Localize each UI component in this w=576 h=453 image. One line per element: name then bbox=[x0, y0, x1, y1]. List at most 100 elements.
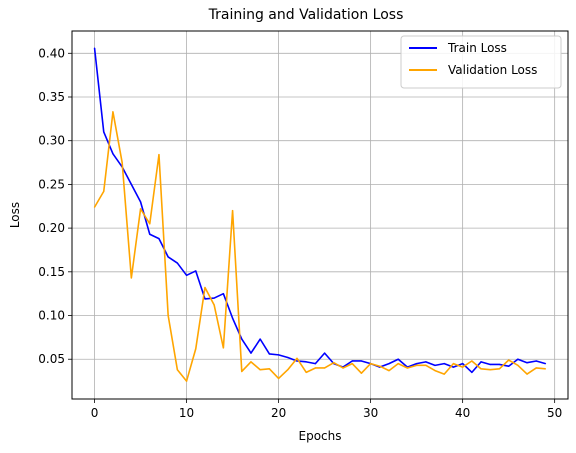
data-point-validation-loss bbox=[222, 347, 224, 349]
data-point-train-loss bbox=[93, 47, 96, 49]
data-point-train-loss bbox=[103, 131, 105, 133]
data-point-train-loss bbox=[222, 293, 224, 295]
data-point-train-loss bbox=[360, 360, 363, 362]
data-point-train-loss bbox=[416, 362, 418, 365]
data-point-validation-loss bbox=[139, 208, 142, 210]
series-points-validation-loss bbox=[93, 111, 547, 382]
data-point-validation-loss bbox=[498, 368, 501, 370]
data-point-train-loss bbox=[195, 270, 197, 272]
data-point-validation-loss bbox=[434, 369, 436, 372]
data-point-validation-loss bbox=[452, 362, 455, 365]
data-point-train-loss bbox=[324, 352, 326, 354]
data-point-train-loss bbox=[489, 363, 491, 366]
series-line-train-loss bbox=[93, 47, 546, 374]
y-tick-label: 0.15 bbox=[38, 265, 65, 279]
data-point-validation-loss bbox=[287, 369, 289, 371]
data-point-train-loss bbox=[425, 361, 427, 363]
data-point-validation-loss bbox=[508, 359, 510, 361]
data-point-validation-loss bbox=[397, 362, 399, 365]
y-tick-label: 0.35 bbox=[38, 90, 65, 104]
data-point-validation-loss bbox=[379, 365, 381, 367]
data-point-train-loss bbox=[498, 363, 501, 366]
data-point-validation-loss bbox=[93, 206, 96, 208]
legend-label-train-loss: Train Loss bbox=[447, 41, 507, 55]
data-point-train-loss bbox=[112, 153, 114, 155]
data-point-train-loss bbox=[508, 365, 510, 367]
data-point-validation-loss bbox=[195, 348, 197, 350]
data-point-validation-loss bbox=[370, 362, 372, 365]
data-point-validation-loss bbox=[112, 111, 114, 113]
data-point-validation-loss bbox=[296, 357, 298, 359]
legend-label-validation-loss: Validation Loss bbox=[448, 63, 537, 77]
data-point-validation-loss bbox=[480, 368, 482, 370]
data-point-validation-loss bbox=[443, 373, 445, 375]
data-point-train-loss bbox=[314, 362, 316, 365]
legend: Train Loss Validation Loss bbox=[400, 35, 562, 89]
data-point-validation-loss bbox=[130, 277, 132, 279]
data-point-train-loss bbox=[139, 201, 142, 203]
data-point-validation-loss bbox=[535, 367, 537, 369]
data-point-validation-loss bbox=[213, 304, 215, 306]
data-point-validation-loss bbox=[489, 369, 491, 371]
data-point-validation-loss bbox=[158, 154, 160, 156]
plot-frame bbox=[71, 30, 569, 400]
data-point-validation-loss bbox=[360, 372, 363, 374]
data-point-train-loss bbox=[130, 183, 132, 186]
series-line-validation-loss bbox=[93, 111, 546, 382]
data-point-train-loss bbox=[268, 353, 270, 355]
y-axis-label: Loss bbox=[8, 202, 22, 228]
data-point-validation-loss bbox=[342, 367, 344, 369]
x-tick-label: 30 bbox=[363, 406, 378, 420]
y-tick-label: 0.05 bbox=[38, 352, 65, 366]
data-point-validation-loss bbox=[277, 377, 280, 380]
data-point-train-loss bbox=[452, 366, 455, 368]
y-tick-label: 0.40 bbox=[38, 46, 65, 60]
data-point-train-loss bbox=[397, 358, 399, 360]
data-point-validation-loss bbox=[406, 367, 409, 369]
data-point-train-loss bbox=[305, 361, 307, 363]
data-point-validation-loss bbox=[526, 373, 528, 375]
data-point-validation-loss bbox=[250, 361, 252, 363]
data-point-validation-loss bbox=[416, 364, 418, 366]
data-point-train-loss bbox=[517, 358, 519, 360]
axis-ticks: 0 10 20 30 40 50 0.05 0.10 0.15 0.20 0.25 0.30 0.35 0… bbox=[38, 46, 562, 420]
data-point-validation-loss bbox=[103, 190, 105, 192]
x-tick-label: 0 bbox=[91, 406, 99, 420]
data-point-train-loss bbox=[250, 352, 252, 354]
data-point-train-loss bbox=[204, 298, 206, 300]
data-point-validation-loss bbox=[167, 314, 169, 317]
data-point-validation-loss bbox=[517, 364, 519, 366]
data-point-train-loss bbox=[231, 317, 234, 319]
series-layer bbox=[93, 47, 547, 382]
data-point-train-loss bbox=[167, 256, 169, 258]
x-axis-label: Epochs bbox=[299, 429, 342, 443]
data-point-validation-loss bbox=[544, 368, 547, 370]
y-tick-label: 0.30 bbox=[38, 134, 65, 148]
data-point-train-loss bbox=[259, 338, 261, 340]
data-point-validation-loss bbox=[259, 369, 261, 371]
data-point-train-loss bbox=[388, 362, 390, 365]
data-point-validation-loss bbox=[176, 369, 178, 371]
data-point-train-loss bbox=[185, 274, 188, 276]
x-tick-label: 50 bbox=[547, 406, 562, 420]
data-point-validation-loss bbox=[231, 210, 234, 212]
data-point-train-loss bbox=[287, 356, 289, 359]
data-point-train-loss bbox=[176, 262, 178, 264]
x-tick-label: 40 bbox=[455, 406, 470, 420]
data-point-train-loss bbox=[149, 233, 151, 235]
data-point-train-loss bbox=[351, 360, 353, 362]
y-tick-label: 0.10 bbox=[38, 309, 65, 323]
data-point-validation-loss bbox=[333, 362, 335, 364]
data-point-validation-loss bbox=[149, 223, 151, 225]
data-point-validation-loss bbox=[204, 286, 206, 289]
data-point-validation-loss bbox=[305, 371, 307, 373]
data-point-train-loss bbox=[471, 371, 473, 373]
data-point-train-loss bbox=[277, 354, 280, 356]
data-point-train-loss bbox=[158, 238, 160, 240]
data-point-train-loss bbox=[443, 362, 445, 365]
data-point-validation-loss bbox=[314, 367, 316, 369]
data-point-validation-loss bbox=[388, 369, 390, 372]
y-tick-label: 0.20 bbox=[38, 221, 65, 235]
data-point-train-loss bbox=[434, 364, 436, 366]
data-point-train-loss bbox=[213, 297, 215, 299]
